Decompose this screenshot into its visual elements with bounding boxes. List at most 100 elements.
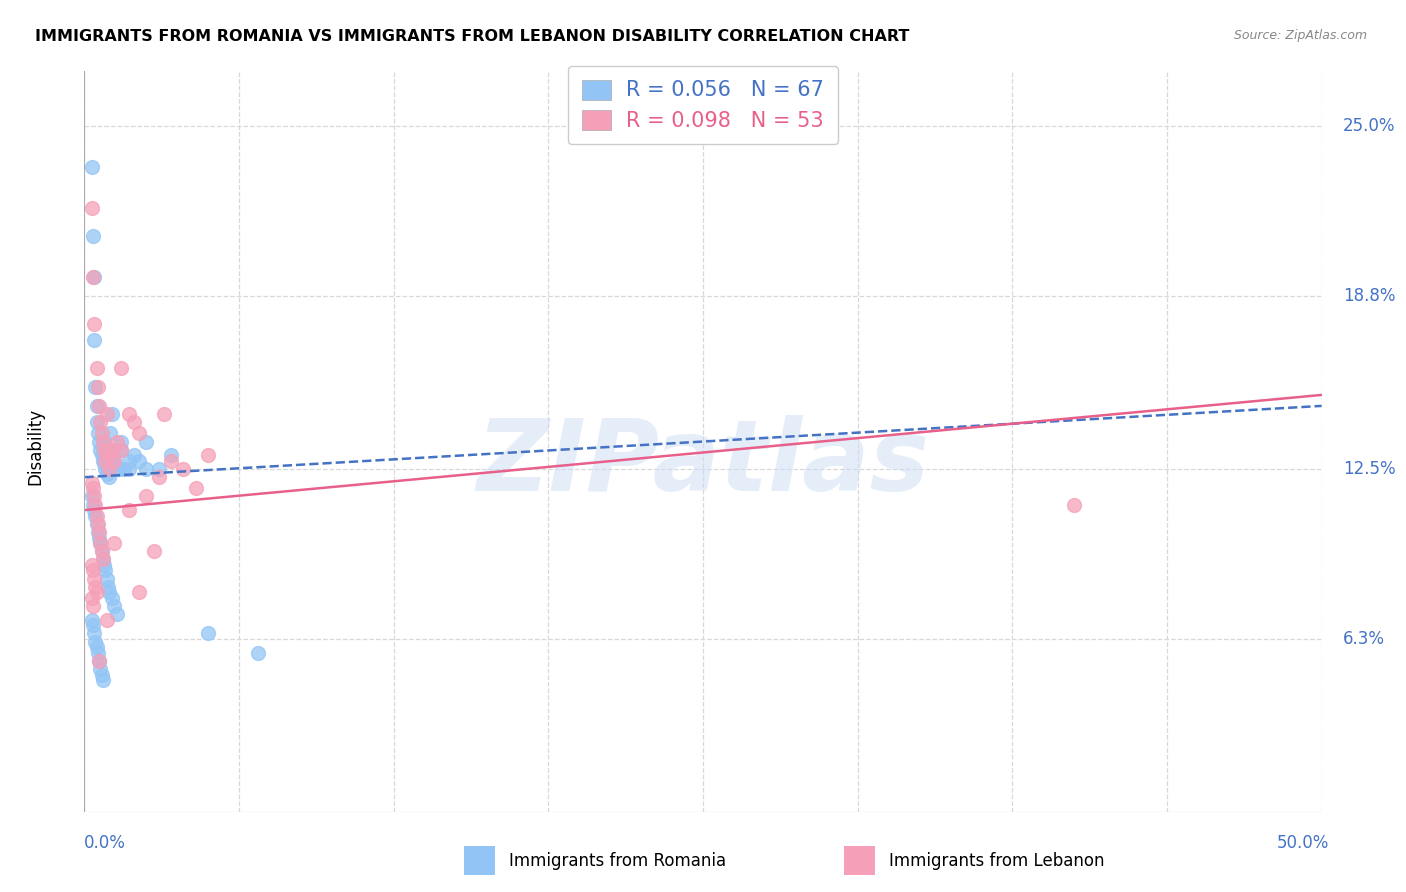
Point [93,558,115,572]
Point [103,454,125,468]
Point [197,626,219,640]
Point [93,457,115,471]
Point [83,626,105,640]
Point [82,481,104,495]
Point [96,407,118,421]
Point [86,399,108,413]
Point [86,415,108,429]
Text: 18.8%: 18.8% [1343,287,1395,305]
Point [105,462,128,476]
Point [98,462,121,476]
Point [100,591,122,605]
Point [118,503,141,517]
Point [83,333,105,347]
Point [82,270,104,285]
Point [160,448,183,462]
Point [89,524,111,539]
Point [82,563,104,577]
Text: 6.3%: 6.3% [1343,630,1385,648]
Point [96,572,118,586]
Text: Disability: Disability [27,408,44,484]
Point [96,467,118,482]
Point [93,442,115,457]
Point [98,470,121,484]
Point [91,552,114,566]
Point [197,448,219,462]
Text: 50.0%: 50.0% [1277,834,1329,852]
Point [84,508,107,523]
Point [118,462,141,476]
Point [152,407,174,421]
Point [84,580,107,594]
Point [98,585,121,599]
Point [86,508,108,523]
Point [96,613,118,627]
Point [94,454,117,468]
Point [84,634,107,648]
Point [87,516,110,531]
Point [90,667,112,681]
Point [86,360,108,375]
Point [90,448,112,462]
Point [100,442,122,457]
Point [89,654,111,668]
Point [128,426,150,441]
Point [82,618,104,632]
Point [96,448,118,462]
Point [122,448,145,462]
Point [97,448,120,462]
Point [82,599,104,613]
Point [160,454,183,468]
Point [84,498,107,512]
Point [89,531,111,545]
Point [87,426,110,441]
Point [103,599,125,613]
Point [103,454,125,468]
Point [91,552,114,566]
Point [97,580,120,594]
Point [90,544,112,558]
Point [118,454,141,468]
Point [82,498,104,512]
Point [89,654,111,668]
Point [87,646,110,660]
Point [80,613,103,627]
Point [89,442,111,457]
Point [100,407,122,421]
Point [118,407,141,421]
Point [110,434,132,449]
Point [98,442,121,457]
Point [108,462,131,476]
Point [89,415,111,429]
Point [90,544,112,558]
Point [135,462,157,476]
Point [246,646,269,660]
Point [101,448,124,462]
Point [172,462,194,476]
Point [80,558,103,572]
Point [83,270,105,285]
Point [122,415,145,429]
Text: IMMIGRANTS FROM ROMANIA VS IMMIGRANTS FROM LEBANON DISABILITY CORRELATION CHART: IMMIGRANTS FROM ROMANIA VS IMMIGRANTS FR… [35,29,910,44]
Point [90,426,112,441]
Point [89,536,111,550]
Point [83,489,105,503]
Point [142,544,165,558]
Point [184,481,207,495]
Point [82,228,104,243]
Point [80,475,103,490]
Point [89,662,111,676]
Point [91,434,114,449]
Point [93,434,115,449]
Point [80,202,103,216]
Point [80,591,103,605]
Point [94,563,117,577]
Point [86,640,108,655]
Point [110,442,132,457]
Point [86,516,108,531]
Point [1063,498,1085,512]
Point [84,380,107,394]
Point [105,434,128,449]
Point [98,426,121,441]
Point [91,673,114,687]
